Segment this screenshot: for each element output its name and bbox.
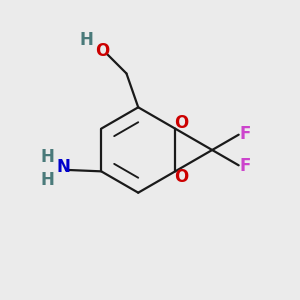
Text: O: O <box>175 168 189 186</box>
Text: O: O <box>175 114 189 132</box>
Text: N: N <box>57 158 70 176</box>
Text: H: H <box>41 148 55 166</box>
Text: H: H <box>79 31 93 49</box>
Text: O: O <box>95 42 109 60</box>
Text: F: F <box>239 125 251 143</box>
Text: H: H <box>41 171 55 189</box>
Text: F: F <box>239 157 251 175</box>
